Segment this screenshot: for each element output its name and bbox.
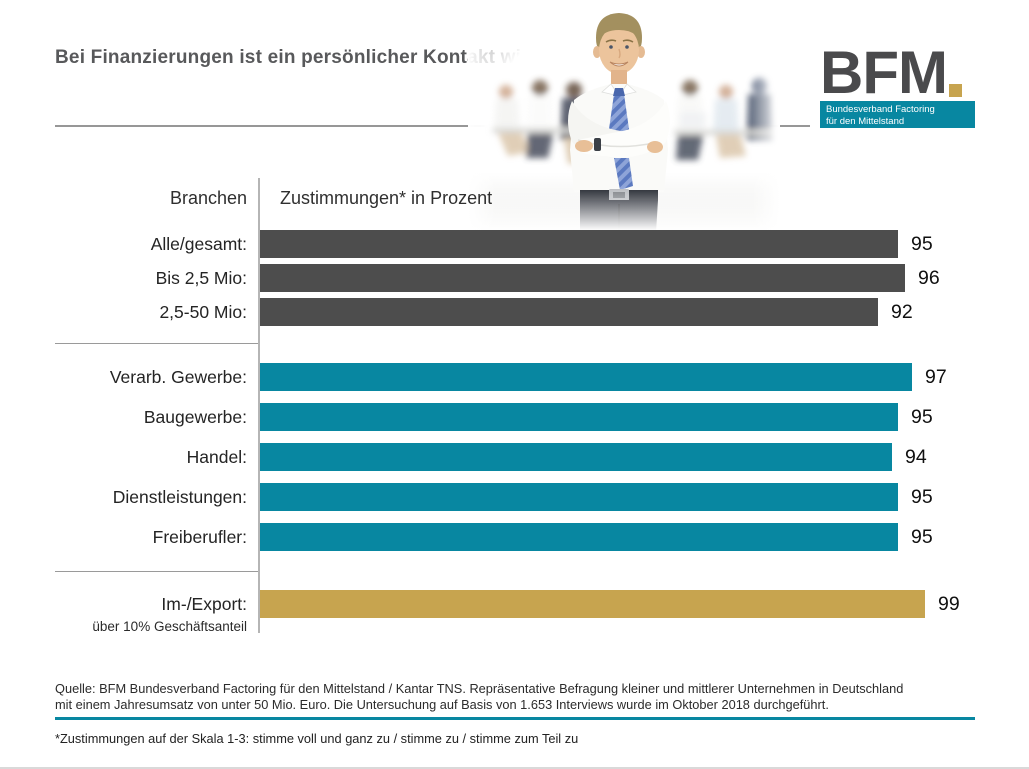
row-label-text: Verarb. Gewerbe: xyxy=(109,367,247,387)
row-sublabel-text: über 10% Geschäftsanteil xyxy=(92,619,247,634)
bfm-logo: BFM Bundesverband Factoring für den Mitt… xyxy=(820,38,975,128)
column-header-branchen: Branchen xyxy=(169,188,247,208)
source-text: Quelle: BFM Bundesverband Factoring für … xyxy=(55,681,970,712)
row-label: Freiberufler: xyxy=(55,523,247,551)
bar-value-label: 97 xyxy=(925,366,947,388)
row-label: Handel: xyxy=(55,443,247,471)
row-label-text: Im-/Export: xyxy=(161,594,247,614)
bar xyxy=(260,443,892,471)
row-label: Im-/Export: über 10% Geschäftsanteil xyxy=(55,590,247,635)
row-label-text: Alle/gesamt: xyxy=(150,234,247,254)
bfm-logo-wordmark: BFM xyxy=(820,38,975,106)
bfm-logo-org-line2: für den Mittelstand xyxy=(826,116,905,128)
row-label-text: Handel: xyxy=(186,447,247,467)
column-divider-line xyxy=(258,178,260,633)
bar xyxy=(260,363,912,391)
footer-teal-rule xyxy=(55,717,975,720)
footnote-text: *Zustimmungen auf der Skala 1-3: stimme … xyxy=(55,731,579,746)
row-label-text: Baugewerbe: xyxy=(143,407,247,427)
row-label-text: Bis 2,5 Mio: xyxy=(155,268,247,288)
page-title: Bei Finanzierungen ist ein persönlicher … xyxy=(55,47,573,68)
row-label: Dienstleistungen: xyxy=(55,483,247,511)
source-line1: Quelle: BFM Bundesverband Factoring für … xyxy=(55,681,904,696)
row-label-text: 2,5-50 Mio: xyxy=(159,302,247,322)
bar xyxy=(260,590,925,618)
bar xyxy=(260,298,878,326)
bar xyxy=(260,523,898,551)
bar xyxy=(260,230,898,258)
group-separator-line-2 xyxy=(55,571,258,572)
bar xyxy=(260,264,905,292)
column-header-zustimmungen: Zustimmungen* in Prozent xyxy=(280,188,493,208)
bar-value-label: 99 xyxy=(938,593,960,615)
bfm-logo-gold-dot xyxy=(948,84,962,97)
row-label-text: Dienstleistungen: xyxy=(112,487,247,507)
row-label: Alle/gesamt: xyxy=(55,230,247,258)
bar-value-label: 95 xyxy=(911,526,933,548)
bar xyxy=(260,483,898,511)
row-label-text: Freiberufler: xyxy=(152,527,247,547)
bfm-logo-band: Bundesverband Factoring für den Mittelst… xyxy=(820,101,975,128)
row-label: Baugewerbe: xyxy=(55,403,247,431)
title-divider-line xyxy=(55,125,810,127)
bar-value-label: 95 xyxy=(911,233,933,255)
group-separator-line-1 xyxy=(55,343,258,344)
bfm-logo-org-line1: Bundesverband Factoring xyxy=(826,104,935,115)
bar-value-label: 95 xyxy=(911,486,933,508)
row-label: Bis 2,5 Mio: xyxy=(55,264,247,292)
row-label: 2,5-50 Mio: xyxy=(55,298,247,326)
bar-value-label: 95 xyxy=(911,406,933,428)
businessman-figure xyxy=(568,13,670,233)
bar xyxy=(260,403,898,431)
bar-value-label: 92 xyxy=(891,301,913,323)
businessman-photo xyxy=(468,0,780,233)
bar-value-label: 96 xyxy=(918,267,940,289)
bar-value-label: 94 xyxy=(905,446,927,468)
source-line2: mit einem Jahresumsatz von unter 50 Mio.… xyxy=(55,696,829,712)
row-label: Verarb. Gewerbe: xyxy=(55,363,247,391)
bfm-logo-text: BFM xyxy=(820,38,948,106)
businessman-illustration xyxy=(468,13,780,233)
